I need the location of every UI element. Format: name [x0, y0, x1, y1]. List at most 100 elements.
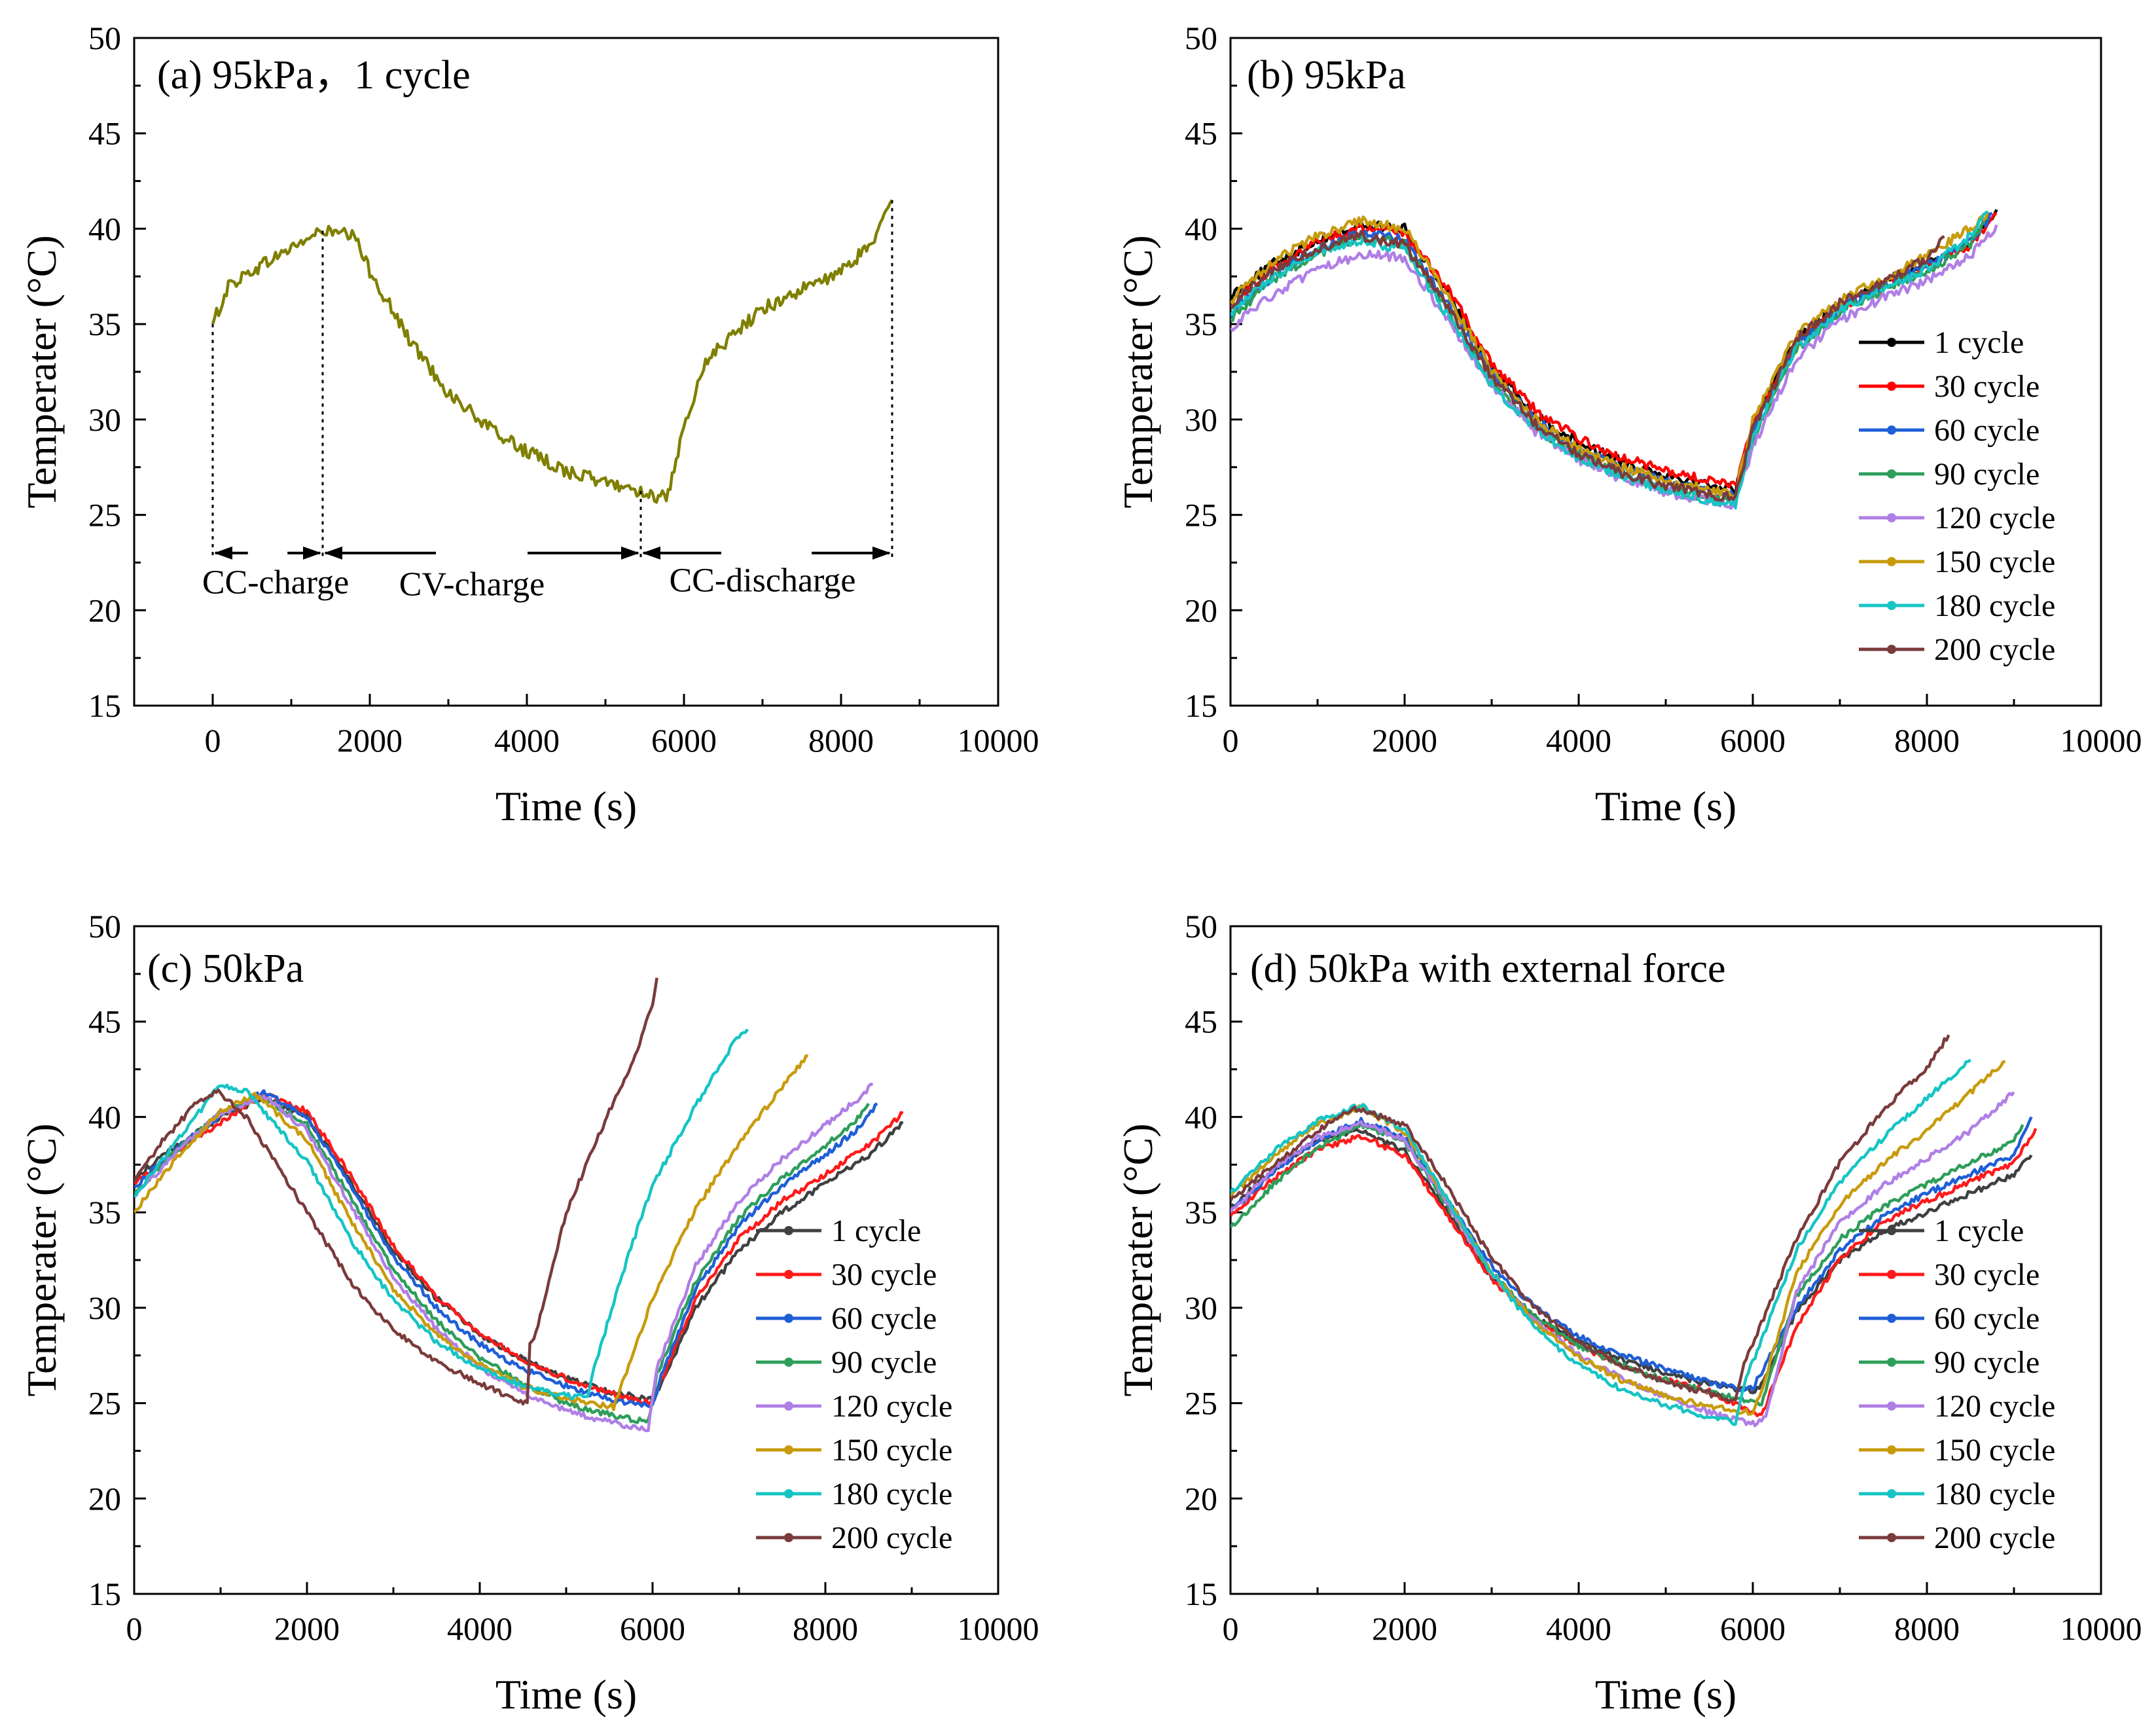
x-axis-title: Time (s) — [495, 1671, 637, 1718]
legend-marker — [784, 1226, 793, 1235]
y-tick-label: 40 — [88, 210, 121, 247]
series-line-200-cycle — [1231, 1034, 1950, 1403]
series-group — [134, 977, 904, 1432]
x-tick-label: 0 — [205, 722, 221, 759]
y-tick-label: 15 — [88, 1576, 121, 1612]
legend: 1 cycle 30 cycle 60 cycle 90 cycle 120 cycle… — [756, 1214, 952, 1555]
phase-label: CC-discharge — [670, 562, 856, 600]
legend-label: 120 cycle — [1934, 501, 2055, 535]
legend-label: 30 cycle — [831, 1257, 937, 1292]
legend-marker — [1887, 1533, 1896, 1542]
x-axis-title: Time (s) — [1595, 783, 1736, 829]
panel-title: (a) 95kPa，1 cycle — [157, 53, 471, 98]
legend-label: 90 cycle — [831, 1345, 937, 1380]
legend-marker — [1887, 425, 1896, 435]
series-group — [1231, 209, 1998, 510]
x-tick-label: 10000 — [2060, 722, 2142, 759]
arrowhead-right — [872, 546, 891, 560]
series-line-180-cycle — [134, 1028, 749, 1401]
arrowhead-left — [324, 546, 342, 560]
x-tick-label: 6000 — [620, 1610, 685, 1647]
x-tick-label: 4000 — [447, 1610, 512, 1647]
series-line-30-cycle — [1231, 1128, 2038, 1418]
y-tick-label: 50 — [1185, 908, 1217, 945]
y-tick-label: 45 — [1185, 1003, 1217, 1040]
legend-label: 200 cycle — [831, 1521, 952, 1555]
y-tick-label: 25 — [1185, 1385, 1217, 1422]
y-tick-label: 15 — [88, 687, 121, 724]
y-tick-label: 30 — [88, 401, 121, 438]
y-tick-label: 20 — [88, 592, 121, 628]
legend: 1 cycle 30 cycle 60 cycle 90 cycle 120 cycle… — [1859, 1214, 2055, 1555]
y-tick-label: 50 — [1185, 20, 1217, 56]
x-tick-label: 2000 — [1372, 722, 1437, 759]
x-tick-label: 2000 — [337, 722, 403, 759]
legend-marker — [1887, 338, 1896, 347]
legend-marker — [784, 1445, 793, 1454]
panel-a: 0 2000 4000 6000 8000 10000 15 20 25 30 35 40 45 50 Ti… — [18, 20, 1039, 829]
y-tick-label: 35 — [88, 306, 121, 342]
legend-label: 180 cycle — [1934, 1477, 2055, 1511]
y-axis-title: Temperater (°C) — [1115, 1123, 1161, 1396]
series-line-120-cycle — [1231, 1091, 2015, 1428]
y-tick-label: 40 — [1185, 1098, 1217, 1135]
arrowhead-right — [303, 546, 321, 560]
plot-frame — [133, 37, 999, 707]
y-axis-title: Temperater (°C) — [1115, 235, 1161, 508]
phase-label: CC-charge — [202, 564, 349, 602]
legend-marker — [1887, 557, 1896, 566]
y-tick-label: 25 — [88, 497, 121, 533]
y-tick-label: 35 — [88, 1194, 121, 1231]
legend-marker — [1887, 1401, 1896, 1411]
y-tick-label: 40 — [88, 1098, 121, 1135]
panel-d: 0 2000 4000 6000 8000 10000 15 20 25 30 35 40 45 50 Ti… — [1115, 908, 2142, 1718]
y-tick-label: 45 — [88, 1003, 121, 1040]
series-line-1-cycle — [1231, 1128, 2033, 1395]
legend-marker — [1887, 601, 1896, 610]
series-line-1-cycle — [211, 199, 893, 504]
x-tick-label: 6000 — [1720, 1610, 1786, 1647]
series-line-150-cycle — [134, 1054, 808, 1411]
series-group — [211, 199, 893, 504]
series-line-200-cycle — [1231, 230, 1945, 502]
x-tick-label: 10000 — [958, 722, 1039, 759]
x-tick-label: 10000 — [2060, 1610, 2142, 1647]
y-tick-label: 45 — [88, 115, 121, 152]
x-tick-label: 8000 — [793, 1610, 858, 1647]
panel-title: (c) 50kPa — [147, 947, 304, 991]
x-tick-label: 10000 — [958, 1610, 1039, 1647]
legend-marker — [1887, 1270, 1896, 1279]
legend-label: 30 cycle — [1934, 1257, 2039, 1292]
series-line-60-cycle — [134, 1089, 878, 1409]
y-tick-label: 35 — [1185, 1194, 1217, 1231]
series-line-1-cycle — [1231, 209, 1998, 496]
phase-label: CV-charge — [399, 566, 545, 603]
legend-marker — [1887, 513, 1896, 522]
legend-marker — [784, 1533, 793, 1542]
legend-marker — [1887, 1226, 1896, 1235]
y-tick-label: 30 — [88, 1290, 121, 1326]
legend-label: 1 cycle — [1934, 325, 2024, 360]
y-tick-label: 15 — [1185, 1576, 1217, 1612]
x-tick-label: 2000 — [274, 1610, 340, 1647]
legend-label: 60 cycle — [1934, 413, 2039, 448]
annotations: CC-charge CV-charge CC-discharge — [202, 200, 893, 603]
legend-label: 1 cycle — [1934, 1214, 2024, 1248]
x-tick-label: 2000 — [1372, 1610, 1437, 1647]
legend-label: 150 cycle — [1934, 545, 2055, 579]
legend-label: 180 cycle — [1934, 588, 2055, 623]
series-line-60-cycle — [1231, 1116, 2033, 1392]
x-tick-label: 0 — [126, 1610, 143, 1647]
legend-marker — [1887, 645, 1896, 654]
x-tick-label: 4000 — [1546, 1610, 1611, 1647]
y-tick-label: 30 — [1185, 401, 1217, 438]
legend-label: 120 cycle — [831, 1389, 952, 1424]
y-tick-label: 20 — [1185, 1480, 1217, 1517]
legend-marker — [784, 1489, 793, 1498]
legend-marker — [1887, 1314, 1896, 1323]
arrowhead-left — [642, 546, 660, 560]
x-tick-label: 8000 — [808, 722, 874, 759]
legend-marker — [784, 1358, 793, 1367]
legend-marker — [784, 1401, 793, 1411]
